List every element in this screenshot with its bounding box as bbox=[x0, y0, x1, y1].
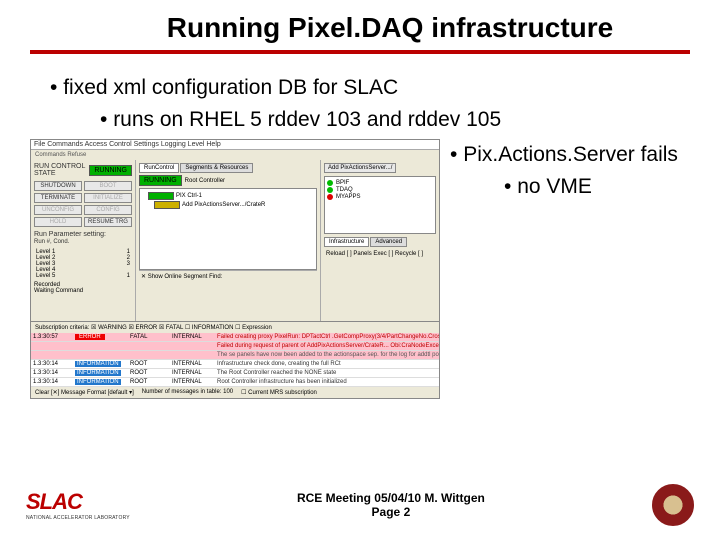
log-src: INTERNAL bbox=[170, 369, 215, 377]
log-count: Number of messages in table: 100 bbox=[142, 389, 233, 396]
mid-panel: RunControl Segments & Resources RUNNING … bbox=[136, 160, 321, 321]
bullet-1-text: fixed xml configuration DB for SLAC bbox=[63, 76, 398, 99]
footer-line1: RCE Meeting 05/04/10 M. Wittgen bbox=[297, 491, 485, 505]
root-controller: Root Controller bbox=[185, 178, 225, 184]
commands-label: Commands Refuse bbox=[31, 150, 439, 160]
log-row[interactable]: 1.3:30:14 INFORMATION ROOT INTERNAL The … bbox=[31, 369, 439, 378]
config-button[interactable]: CONFIG bbox=[84, 205, 132, 215]
right-panel: Add PixActionsServer.../ BPIF TDAQ MYAPP… bbox=[321, 160, 439, 321]
university-seal-icon bbox=[652, 484, 694, 526]
runcond-label: Run #, Cond. bbox=[34, 239, 132, 245]
srv-bpif[interactable]: BPIF bbox=[336, 180, 349, 186]
tdaq-status-icon bbox=[327, 187, 333, 193]
unconfig-button[interactable]: UNCONFIG bbox=[34, 205, 82, 215]
bullet-list: • fixed xml configuration DB for SLAC • … bbox=[30, 72, 690, 135]
lvl3v: 3 bbox=[127, 261, 130, 267]
tab-adv[interactable]: Advanced bbox=[370, 237, 407, 247]
boot-button[interactable]: BOOT bbox=[84, 181, 132, 191]
hold-button[interactable]: HOLD bbox=[34, 217, 82, 227]
footer-text: RCE Meeting 05/04/10 M. Wittgen Page 2 bbox=[297, 491, 485, 520]
rbullet-2: • no VME bbox=[450, 171, 690, 203]
right-bullets: • Pix.Actions.Server fails • no VME bbox=[450, 139, 690, 202]
node1-state bbox=[148, 192, 174, 200]
shutdown-button[interactable]: SHUTDOWN bbox=[34, 181, 82, 191]
tab-runcontrol[interactable]: RunControl bbox=[139, 163, 179, 173]
log-panel: Subscription criteria: ☒ WARNING ☒ ERROR… bbox=[31, 321, 439, 398]
log-msg: Failed creating proxy PixelRun: DPTactCt… bbox=[215, 333, 439, 341]
log-src: INTERNAL bbox=[170, 360, 215, 368]
log-clear[interactable]: Clear [✕] Message Format [default ▾] bbox=[35, 389, 134, 396]
log-app: FATAL bbox=[128, 333, 170, 341]
tab-segments[interactable]: Segments & Resources bbox=[180, 163, 253, 173]
log-sev: INFORMATION bbox=[75, 379, 121, 385]
myapps-status-icon bbox=[327, 194, 333, 200]
log-row[interactable]: The se panels have now been added to the… bbox=[31, 351, 439, 360]
node1-label[interactable]: PIX Ctrl-1 bbox=[176, 193, 202, 199]
srv-myapps[interactable]: MYAPPS bbox=[336, 194, 361, 200]
slac-subtitle: NATIONAL ACCELERATOR LABORATORY bbox=[26, 515, 130, 521]
mid-running: RUNNING bbox=[139, 175, 182, 186]
log-msg: The Root Controller reached the NONE sta… bbox=[215, 369, 439, 377]
menubar[interactable]: File Commands Access Control Settings Lo… bbox=[31, 140, 439, 150]
log-app: ROOT bbox=[128, 378, 170, 386]
rbullet-1-text: Pix.Actions.Server fails bbox=[463, 143, 678, 166]
resume-button[interactable]: RESUME TRG bbox=[84, 217, 132, 227]
terminate-button[interactable]: TERMINATE bbox=[34, 193, 82, 203]
log-app: ROOT bbox=[128, 360, 170, 368]
log-sev: INFORMATION bbox=[75, 370, 121, 376]
bullet-1: • fixed xml configuration DB for SLAC bbox=[30, 72, 690, 104]
show-online[interactable]: ✕ Show Online Segment Find: bbox=[139, 270, 317, 282]
levels-list: Level 11 Level 22 Level 33 Level 4 Level… bbox=[34, 249, 132, 279]
rbullet-2-text: no VME bbox=[517, 175, 592, 198]
log-row[interactable]: Failed during request of parent of AddPi… bbox=[31, 342, 439, 351]
node2-state bbox=[154, 201, 180, 209]
log-msg: Infrastructure check done, creating the … bbox=[215, 360, 439, 368]
rbullet-1: • Pix.Actions.Server fails bbox=[450, 139, 690, 171]
log-table: 1.3:30:57 ERROR FATAL INTERNAL Failed cr… bbox=[31, 333, 439, 387]
log-time: 1.3:30:14 bbox=[31, 378, 73, 386]
footer-line2: Page 2 bbox=[297, 505, 485, 519]
bullet-2-text: runs on RHEL 5 rddev 103 and rddev 105 bbox=[113, 108, 501, 131]
tab-infra[interactable]: Infrastructure bbox=[324, 237, 369, 247]
waiting-label: Waiting Command bbox=[34, 288, 132, 294]
bpif-status-icon bbox=[327, 180, 333, 186]
log-row[interactable]: 1.3:30:57 ERROR FATAL INTERNAL Failed cr… bbox=[31, 333, 439, 342]
bullet-2: • runs on RHEL 5 rddev 103 and rddev 105 bbox=[30, 104, 690, 136]
lvl5: Level 5 bbox=[36, 273, 55, 279]
log-filter[interactable]: Subscription criteria: ☒ WARNING ☒ ERROR… bbox=[31, 322, 439, 333]
reload-row[interactable]: Reload [ ] Panels Exec [ ] Recycle [ ] bbox=[324, 249, 436, 259]
log-sev: ERROR bbox=[75, 334, 105, 340]
footer: SLAC NATIONAL ACCELERATOR LABORATORY RCE… bbox=[0, 484, 720, 526]
log-src: INTERNAL bbox=[170, 333, 215, 341]
node2-label[interactable]: Add PixActionsServer.../CrateR bbox=[182, 202, 265, 208]
log-row[interactable]: 1.3:30:14 INFORMATION ROOT INTERNAL Infr… bbox=[31, 360, 439, 369]
log-app: ROOT bbox=[128, 369, 170, 377]
title-underline bbox=[30, 50, 690, 54]
log-row[interactable]: 1.3:30:14 INFORMATION ROOT INTERNAL Root… bbox=[31, 378, 439, 387]
log-src: INTERNAL bbox=[170, 378, 215, 386]
log-msg: Failed during request of parent of AddPi… bbox=[215, 342, 439, 350]
lvl5v: 1 bbox=[127, 273, 130, 279]
state-label: RUN CONTROL STATE bbox=[34, 163, 86, 177]
state-value: RUNNING bbox=[89, 165, 132, 176]
server-list: BPIF TDAQ MYAPPS bbox=[324, 176, 436, 234]
log-msg: Root Controller infrastructure has been … bbox=[215, 378, 439, 386]
add-server-button[interactable]: Add PixActionsServer.../ bbox=[324, 163, 396, 173]
initialize-button[interactable]: INITIALIZE bbox=[84, 193, 132, 203]
slac-logo-text: SLAC bbox=[26, 489, 82, 515]
log-time: 1.3:30:14 bbox=[31, 369, 73, 377]
left-panel: RUN CONTROL STATE RUNNING SHUTDOWN BOOT … bbox=[31, 160, 136, 321]
srv-tdaq[interactable]: TDAQ bbox=[336, 187, 353, 193]
log-mrs[interactable]: ☐ Current MRS subscription bbox=[241, 389, 317, 396]
log-time: 1.3:30:14 bbox=[31, 360, 73, 368]
runparam-label: Run Parameter setting: bbox=[34, 231, 132, 238]
app-screenshot: File Commands Access Control Settings Lo… bbox=[30, 139, 440, 399]
tree[interactable]: PIX Ctrl-1 Add PixActionsServer.../Crate… bbox=[139, 188, 317, 270]
log-sev: INFORMATION bbox=[75, 361, 121, 367]
slac-logo: SLAC NATIONAL ACCELERATOR LABORATORY bbox=[26, 489, 130, 521]
log-time: 1.3:30:57 bbox=[31, 333, 73, 341]
log-msg: The se panels have now been added to the… bbox=[215, 351, 439, 359]
slide-title: Running Pixel.DAQ infrastructure bbox=[30, 12, 690, 44]
